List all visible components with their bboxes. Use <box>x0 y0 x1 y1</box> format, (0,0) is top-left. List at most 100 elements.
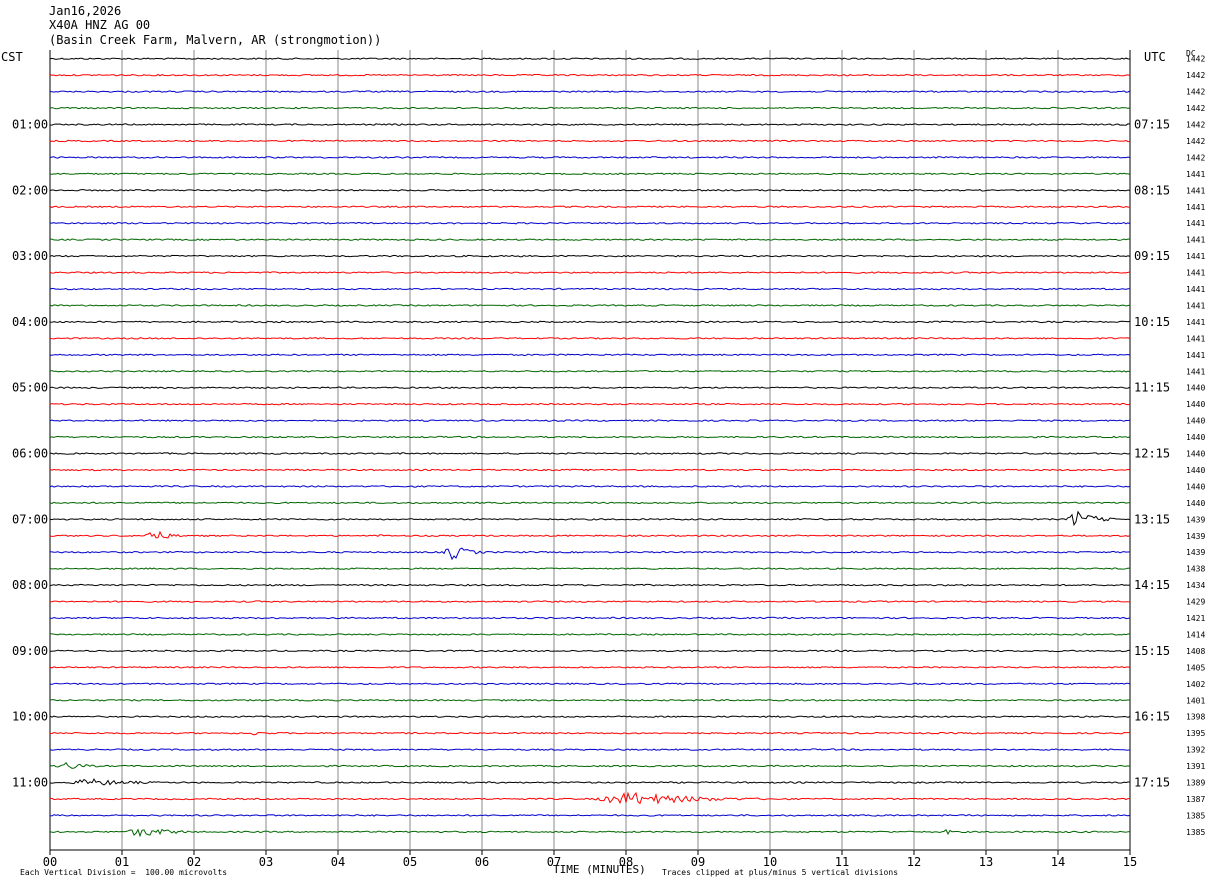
trace-line <box>49 814 1131 817</box>
x-tick-label: 14 <box>1051 855 1065 869</box>
dc-value: 1441 <box>1186 170 1205 179</box>
dc-value: 1441 <box>1186 252 1205 261</box>
x-tick-label: 09 <box>691 855 705 869</box>
dc-value: 1434 <box>1186 581 1205 590</box>
trace-line <box>49 828 1131 838</box>
left-timezone-label: CST <box>1 50 23 64</box>
trace-line <box>49 510 1131 527</box>
trace-line <box>49 156 1131 159</box>
trace-line <box>49 583 1131 587</box>
x-tick-label: 02 <box>187 855 201 869</box>
right-hour-label: 15:15 <box>1134 644 1170 658</box>
trace-line <box>49 715 1131 718</box>
x-tick-label: 10 <box>763 855 777 869</box>
dc-value: 1401 <box>1186 696 1205 705</box>
dc-value: 1414 <box>1186 631 1205 640</box>
trace-line <box>49 501 1130 505</box>
x-tick-label: 12 <box>907 855 921 869</box>
left-hour-label: 05:00 <box>12 381 48 395</box>
trace-line <box>49 452 1131 455</box>
clipping-note: Traces clipped at plus/minus 5 vertical … <box>662 868 899 877</box>
trace-line <box>49 271 1131 274</box>
trace-line <box>49 778 1130 786</box>
right-hour-label: 12:15 <box>1134 447 1170 461</box>
x-tick-label: 15 <box>1123 855 1137 869</box>
trace-line <box>49 73 1131 77</box>
x-tick-label: 01 <box>115 855 129 869</box>
left-hour-label: 01:00 <box>12 118 48 132</box>
trace-line <box>49 699 1130 702</box>
right-hour-label: 14:15 <box>1134 578 1170 592</box>
left-hour-label: 08:00 <box>12 578 48 592</box>
trace-line <box>49 547 1131 561</box>
left-hour-label: 02:00 <box>12 183 48 197</box>
dc-value: 1389 <box>1186 779 1205 788</box>
dc-value: 1441 <box>1186 367 1205 376</box>
right-hour-label: 08:15 <box>1134 183 1170 197</box>
x-axis-ticks: 00 01 02 03 04 05 06 07 08 09 10 11 12 13 14 15 <box>43 850 1137 869</box>
dc-value: 1440 <box>1186 384 1205 393</box>
dc-value: 1442 <box>1186 153 1205 162</box>
chart-date: Jan16,2026 <box>49 4 122 18</box>
trace-line <box>49 402 1131 406</box>
dc-value: 1385 <box>1186 811 1205 820</box>
dc-value: 1441 <box>1186 301 1205 310</box>
trace-line <box>49 90 1131 93</box>
seismic-traces: 1442 1442 1442 1442 1442 1442 1442 1441 1441 1441… <box>49 55 1205 838</box>
dc-value: 1441 <box>1186 203 1205 212</box>
dc-value: 1440 <box>1186 499 1205 508</box>
right-hour-label: 11:15 <box>1134 381 1170 395</box>
dc-value: 1442 <box>1186 121 1205 130</box>
trace-line <box>49 189 1131 192</box>
trace-line <box>49 485 1131 488</box>
trace-line <box>49 468 1131 472</box>
trace-line <box>49 205 1130 208</box>
dc-value: 1440 <box>1186 466 1205 475</box>
dc-value: 1442 <box>1186 137 1205 146</box>
dc-value: 1440 <box>1186 450 1205 459</box>
dc-value: 1440 <box>1186 482 1205 491</box>
trace-line <box>49 682 1131 686</box>
trace-line <box>49 254 1131 258</box>
right-hour-label: 17:15 <box>1134 776 1170 790</box>
dc-value: 1391 <box>1186 762 1205 771</box>
right-timezone-label: UTC <box>1144 50 1166 64</box>
left-hour-label: 11:00 <box>12 776 48 790</box>
trace-line <box>49 600 1131 603</box>
plot-grid <box>49 50 1131 851</box>
dc-value: 1408 <box>1186 647 1205 656</box>
trace-line <box>49 748 1131 751</box>
dc-value: 1438 <box>1186 565 1205 574</box>
dc-value: 1440 <box>1186 400 1205 409</box>
x-tick-label: 08 <box>619 855 633 869</box>
dc-value: 1441 <box>1186 269 1205 278</box>
station-location: (Basin Creek Farm, Malvern, AR (strongmo… <box>49 33 382 47</box>
trace-line <box>49 304 1131 307</box>
trace-line <box>49 106 1131 110</box>
dc-value: 1442 <box>1186 71 1205 80</box>
trace-line <box>49 238 1131 241</box>
dc-value: 1402 <box>1186 680 1205 689</box>
trace-line <box>49 435 1131 439</box>
dc-value: 1442 <box>1186 55 1205 64</box>
dc-value: 1395 <box>1186 729 1205 738</box>
trace-line <box>49 386 1131 389</box>
trace-line <box>49 139 1131 143</box>
dc-value: 1441 <box>1186 236 1205 245</box>
dc-value: 1441 <box>1186 285 1205 294</box>
right-hour-label: 16:15 <box>1134 710 1170 724</box>
trace-line <box>49 370 1131 373</box>
left-hour-label: 09:00 <box>12 644 48 658</box>
trace-line <box>49 791 1131 805</box>
station-channel: X40A HNZ AG 00 <box>49 18 151 32</box>
dc-value: 1441 <box>1186 318 1205 327</box>
dc-column-label: DC <box>1186 49 1196 58</box>
x-tick-label: 04 <box>331 855 345 869</box>
dc-value: 1441 <box>1186 186 1205 195</box>
dc-value: 1439 <box>1186 548 1205 557</box>
dc-value: 1421 <box>1186 614 1205 623</box>
dc-value: 1442 <box>1186 104 1205 113</box>
trace-line <box>49 567 1131 570</box>
right-hour-label: 07:15 <box>1134 118 1170 132</box>
trace-line <box>49 337 1131 340</box>
